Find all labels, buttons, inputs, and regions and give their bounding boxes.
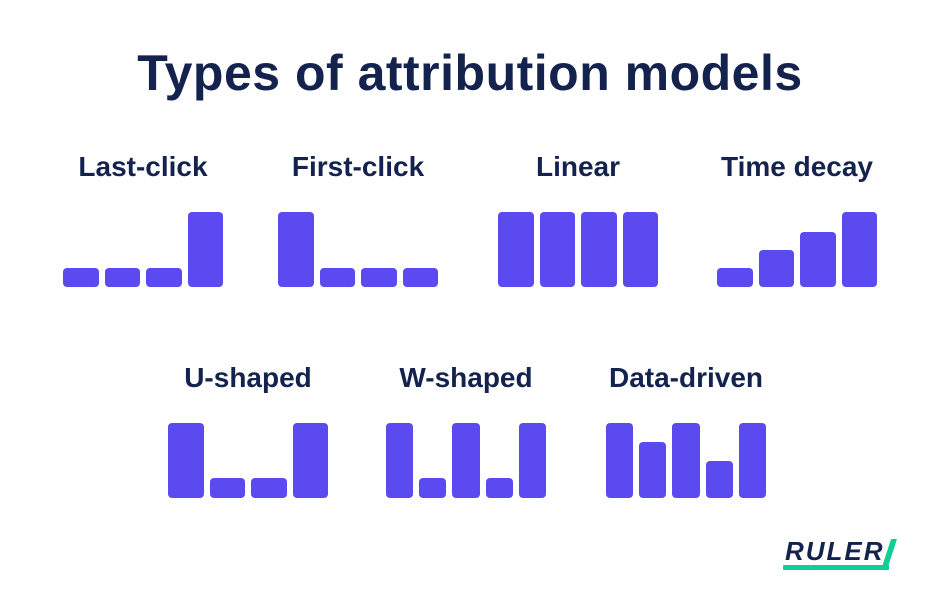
chart-linear: Linear — [478, 148, 678, 287]
bar — [104, 268, 140, 287]
bar — [717, 268, 753, 287]
chart-u-shaped: U-shaped — [148, 359, 348, 498]
chart-first-click: First-click — [258, 148, 458, 287]
chart-time-decay: Time decay — [697, 148, 897, 287]
bar — [758, 249, 794, 287]
chart-data-driven: Data-driven — [586, 359, 786, 498]
bar — [518, 423, 547, 498]
ruler-logo: RULER — [783, 538, 911, 580]
bar — [168, 423, 204, 498]
bar-group-first-click — [278, 212, 438, 287]
chart-title-u-shaped: U-shaped — [184, 362, 312, 393]
chart-last-click: Last-click — [43, 148, 243, 287]
bar-group-u-shaped — [168, 423, 328, 498]
chart-title-data-driven: Data-driven — [608, 362, 764, 393]
bar — [606, 423, 634, 498]
chart-title-w-shaped: W-shaped — [399, 362, 533, 393]
logo-underline-shape — [783, 565, 889, 570]
chart-title-last-click: Last-click — [78, 151, 208, 182]
page-title: Types of attribution models — [137, 45, 803, 101]
chart-title-time-decay: Time decay — [720, 151, 874, 182]
bar — [209, 477, 245, 498]
bar — [402, 268, 438, 287]
bar — [251, 477, 287, 498]
bar — [622, 212, 658, 287]
chart-w-shaped: W-shaped — [366, 359, 566, 498]
bar — [841, 212, 877, 287]
ruler-wordmark: RULER — [785, 536, 885, 566]
bar-group-w-shaped — [386, 423, 547, 498]
bar — [361, 268, 397, 287]
bar — [187, 212, 223, 287]
bar — [386, 423, 414, 498]
bar — [672, 423, 700, 498]
bar — [63, 268, 99, 287]
bar — [419, 477, 447, 498]
bar — [498, 212, 534, 287]
bar — [278, 212, 314, 287]
bar — [319, 268, 355, 287]
bar-group-data-driven — [606, 423, 767, 498]
bar — [639, 441, 667, 498]
bar — [146, 268, 182, 287]
bar-group-linear — [498, 212, 658, 287]
bar — [539, 212, 575, 287]
bar — [705, 460, 733, 498]
bar — [738, 423, 767, 498]
bar-group-last-click — [63, 212, 223, 287]
bar — [800, 232, 836, 287]
bar-group-time-decay — [717, 212, 877, 287]
bar — [452, 423, 480, 498]
chart-title-linear: Linear — [535, 151, 621, 182]
chart-title-first-click: First-click — [291, 151, 425, 182]
bar — [292, 423, 328, 498]
bar — [485, 477, 513, 498]
bar — [581, 212, 617, 287]
